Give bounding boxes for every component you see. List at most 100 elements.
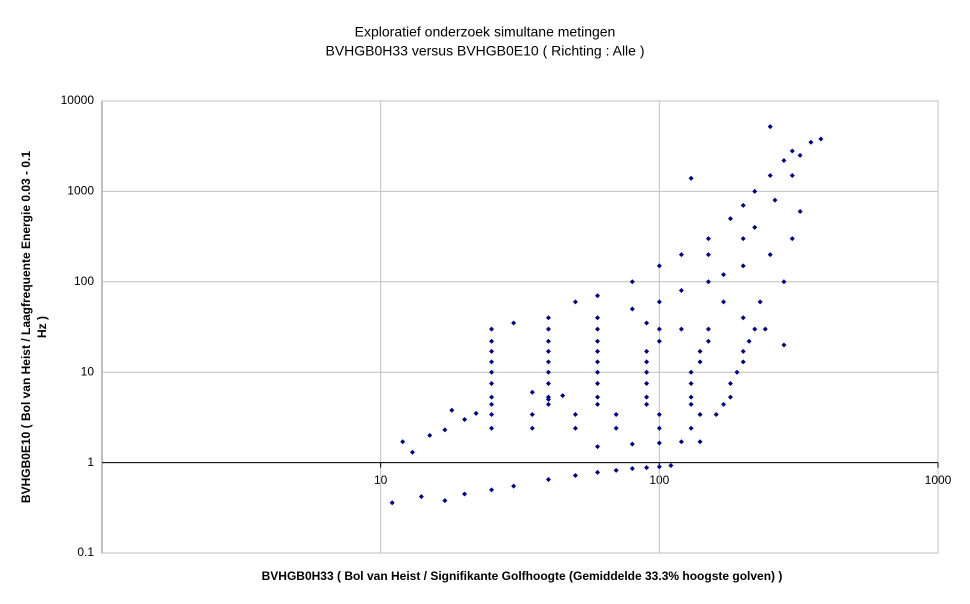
y-tick-label: 100 (74, 274, 94, 288)
point (489, 338, 495, 344)
point (489, 425, 495, 431)
point (595, 359, 601, 365)
point (644, 369, 650, 375)
point (797, 208, 803, 214)
point (545, 396, 551, 402)
point (697, 359, 703, 365)
point (668, 462, 674, 468)
point (511, 320, 517, 326)
point (489, 369, 495, 375)
point (808, 139, 814, 145)
point (656, 326, 662, 332)
point (545, 380, 551, 386)
point (489, 326, 495, 332)
point (545, 326, 551, 332)
y-tick-label: 1000 (67, 184, 94, 198)
point (678, 288, 684, 294)
point (529, 425, 535, 431)
point (721, 272, 727, 278)
point (757, 299, 763, 305)
point (545, 359, 551, 365)
point (595, 293, 601, 299)
point (740, 359, 746, 365)
point (595, 380, 601, 386)
point (418, 494, 424, 500)
point (656, 263, 662, 269)
point (511, 483, 517, 489)
point (644, 394, 650, 400)
point (560, 393, 566, 399)
point (489, 394, 495, 400)
point (400, 439, 406, 445)
point (818, 136, 824, 142)
point (656, 464, 662, 470)
point (762, 326, 768, 332)
point (613, 425, 619, 431)
point (613, 412, 619, 418)
point (462, 491, 468, 497)
point (489, 359, 495, 365)
point (427, 432, 433, 438)
point (740, 263, 746, 269)
point (545, 369, 551, 375)
point (740, 348, 746, 354)
point (767, 124, 773, 130)
point (489, 487, 495, 493)
point (595, 369, 601, 375)
point (697, 412, 703, 418)
point (727, 394, 733, 400)
point (572, 299, 578, 305)
point (629, 466, 635, 472)
plot-area (101, 100, 939, 554)
point (409, 449, 415, 455)
point (789, 236, 795, 242)
point (697, 439, 703, 445)
point (529, 389, 535, 395)
y-tick-label: 10000 (61, 93, 95, 107)
point (781, 157, 787, 163)
point (789, 172, 795, 178)
point (767, 172, 773, 178)
point (656, 299, 662, 305)
point (721, 299, 727, 305)
point (595, 444, 601, 450)
point (545, 477, 551, 483)
point (697, 348, 703, 354)
point (629, 441, 635, 447)
point (688, 175, 694, 181)
point (705, 326, 711, 332)
point (797, 152, 803, 158)
point (489, 401, 495, 407)
point (644, 359, 650, 365)
point (789, 148, 795, 154)
chart-title: Exploratief onderzoek simultane metingen (355, 24, 616, 40)
point (688, 369, 694, 375)
point (688, 401, 694, 407)
point (678, 326, 684, 332)
point (781, 279, 787, 285)
point (595, 315, 601, 321)
point (489, 380, 495, 386)
point (595, 348, 601, 354)
point (644, 465, 650, 471)
point (595, 394, 601, 400)
point (462, 416, 468, 422)
point (740, 236, 746, 242)
point (629, 306, 635, 312)
y-axis-label: Hz ) (35, 316, 49, 338)
y-tick-label: 10 (81, 364, 95, 378)
point (545, 348, 551, 354)
point (389, 500, 395, 506)
y-tick-label: 0.1 (77, 545, 94, 559)
point (545, 401, 551, 407)
point (688, 394, 694, 400)
point (678, 439, 684, 445)
point (644, 401, 650, 407)
point (727, 216, 733, 222)
point (705, 338, 711, 344)
point (442, 498, 448, 504)
point (656, 412, 662, 418)
point (545, 338, 551, 344)
point (449, 407, 455, 413)
